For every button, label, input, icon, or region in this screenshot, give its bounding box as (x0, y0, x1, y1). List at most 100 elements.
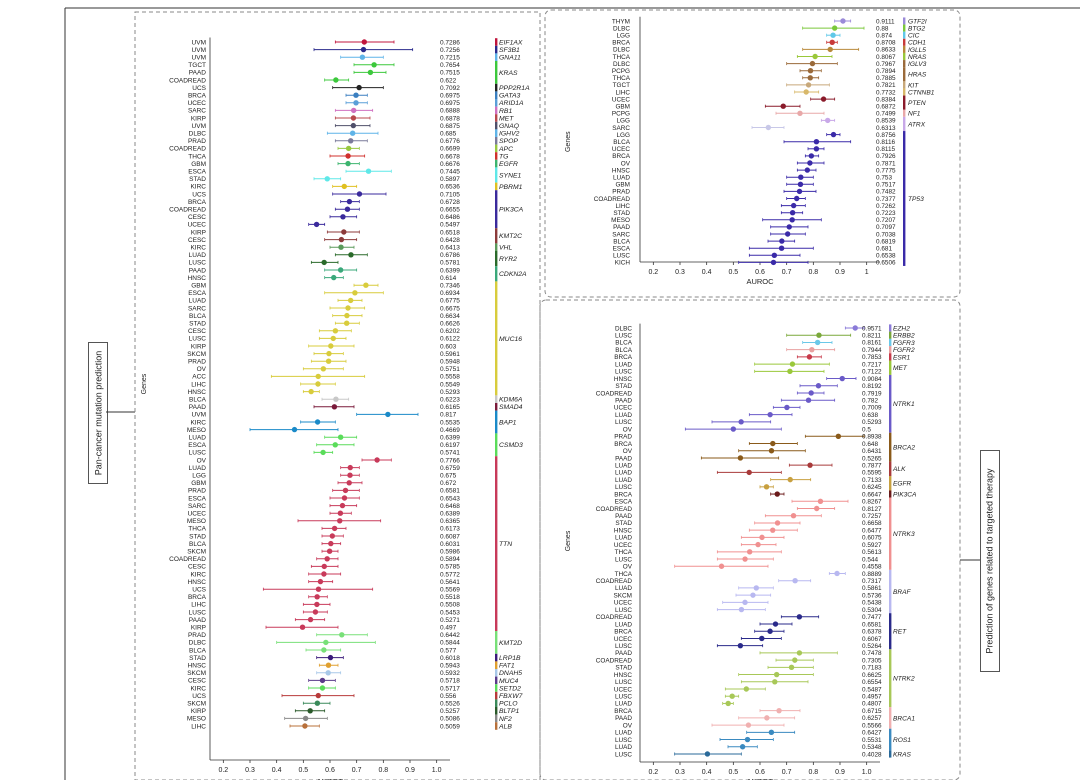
tp53-row-label: MESO (611, 217, 630, 224)
pan-cancer-row-label: SKCM (187, 701, 206, 708)
pan-cancer-row-label: KIRC (190, 419, 206, 426)
targeted-therapy-auroc-value: 0.5264 (862, 643, 882, 650)
pan-cancer-point (314, 594, 320, 600)
targeted-therapy-auroc-value: 0.8889 (862, 571, 882, 578)
targeted-therapy-row-label: HNSC (614, 527, 632, 534)
pan-cancer-row-label: ESCA (188, 495, 206, 502)
pan-cancer-gene-group-bar (495, 38, 498, 46)
pan-cancer-point (365, 168, 372, 174)
tp53-row-label: BRCA (612, 40, 630, 47)
targeted-therapy-point (770, 440, 776, 447)
pan-cancer-auroc-value: 0.5271 (440, 617, 460, 624)
tp53-x-tick-label: 0.8 (808, 269, 818, 276)
pan-cancer-point (345, 160, 351, 167)
targeted-therapy-auroc-value: 0.5265 (862, 455, 882, 462)
targeted-therapy-auroc-value: 0.8267 (862, 499, 882, 506)
targeted-therapy-x-tick-label: 0.4 (702, 769, 712, 776)
tp53-point (765, 124, 772, 131)
pan-cancer-row-label: LUSC (189, 450, 207, 457)
pan-cancer-gene-group-bar (495, 137, 498, 145)
pan-cancer-auroc-value: 0.6518 (440, 229, 460, 236)
targeted-therapy-point (743, 686, 750, 692)
pan-cancer-point (321, 571, 327, 577)
tp53-row-label: LGG (617, 132, 631, 139)
tp53-auroc-value: 0.7821 (876, 82, 896, 89)
pan-cancer-gene-group-label: SYNE1 (499, 172, 522, 179)
targeted-therapy-x-tick-label: 0.5 (728, 769, 738, 776)
targeted-therapy-auroc-value: 0.5293 (862, 419, 882, 426)
pan-cancer-gene-group-label: CSMD3 (499, 442, 523, 449)
pan-cancer-auroc-value: 0.6786 (440, 252, 460, 259)
pan-cancer-gene-group-bar (495, 114, 498, 122)
tp53-gene-group-label: CDH1 (908, 40, 926, 47)
pan-cancer-point (333, 396, 339, 402)
targeted-therapy-row-label: COADREAD (596, 506, 633, 513)
pan-cancer-auroc-value: 0.5569 (440, 587, 460, 594)
pan-cancer-point (347, 464, 353, 471)
tp53-auroc-value: 0.8384 (876, 96, 896, 103)
pan-cancer-gene-group-label: FBXW7 (499, 693, 523, 700)
pan-cancer-row-label: UVM (192, 55, 206, 62)
targeted-therapy-point (815, 383, 822, 389)
pan-cancer-auroc-value: 0.6018 (440, 655, 460, 662)
pan-cancer-gene-group-bar (495, 676, 498, 685)
targeted-therapy-row-label: LUSC (615, 419, 632, 426)
pan-cancer-gene-group-bar (495, 714, 498, 723)
pan-cancer-gene-group-bar (495, 403, 498, 411)
targeted-therapy-x-tick-label: 0.7 (782, 769, 792, 776)
targeted-therapy-gene-group-label: FGFR3 (893, 340, 915, 347)
targeted-therapy-row-label: SKCM (614, 592, 632, 599)
pan-cancer-point (321, 647, 327, 653)
tp53-point (789, 210, 796, 216)
pan-cancer-auroc-value: 0.6934 (440, 290, 460, 297)
pan-cancer-point (350, 122, 357, 129)
targeted-therapy-gene-group-bar (889, 346, 892, 354)
tp53-chart: 0.2 0.3 0.4 0.5 0.6 0.7 0.8 0.9 1 AUROC Genes THYM 0… (565, 16, 935, 286)
pan-cancer-row-label: KIRP (191, 343, 206, 350)
tp53-row-label: PCPG (612, 68, 630, 75)
targeted-therapy-gene-group-label: BRCA1 (893, 715, 915, 722)
pan-cancer-row-label: UCS (192, 693, 206, 700)
tp53-gene-group-bar (903, 38, 906, 46)
tp53-gene-group-bar (903, 88, 906, 96)
pan-cancer-point (338, 244, 344, 250)
pan-cancer-gene-group-bar (495, 395, 498, 403)
targeted-therapy-point (807, 462, 813, 468)
pan-cancer-gene-group-label: KMT2C (499, 233, 522, 240)
tp53-auroc-value: 0.7377 (876, 196, 896, 203)
pan-cancer-gene-group-label: ALB (498, 723, 512, 730)
tp53-y-axis-title: Genes (565, 131, 572, 152)
targeted-therapy-auroc-value: 0.6431 (862, 448, 882, 455)
tp53-auroc-value: 0.681 (876, 246, 892, 253)
pan-cancer-auroc-value: 0.5717 (440, 685, 460, 692)
pan-cancer-point (339, 632, 345, 638)
pan-cancer-gene-group-bar (495, 99, 498, 107)
tp53-x-tick-label: 0.9 (835, 269, 845, 276)
targeted-therapy-row-label: LUSC (615, 737, 632, 744)
pan-cancer-row-label: BRCA (188, 199, 207, 206)
pan-cancer-point (315, 586, 322, 592)
pan-cancer-gene-group-bar (495, 631, 498, 654)
tp53-auroc-value: 0.7926 (876, 153, 896, 160)
pan-cancer-gene-group-bar (495, 251, 498, 267)
pan-cancer-gene-group-bar (495, 661, 498, 669)
tp53-row-label: DLBC (613, 61, 630, 68)
targeted-therapy-gene-group-label: NTRK2 (893, 676, 915, 683)
pan-cancer-row-label: KIRC (190, 245, 206, 252)
pan-cancer-auroc-value: 0.614 (440, 275, 457, 282)
targeted-therapy-row-label: STAD (615, 383, 632, 390)
targeted-therapy-point (839, 375, 845, 382)
pan-cancer-point (299, 624, 306, 630)
pan-cancer-auroc-value: 0.5894 (440, 556, 460, 563)
tp53-auroc-value: 0.8539 (876, 118, 896, 125)
tp53-row-label: DLBC (613, 47, 630, 54)
pan-cancer-point (359, 54, 366, 60)
pan-cancer-auroc-value: 0.6626 (440, 321, 460, 328)
tp53-gene-group-bar (903, 109, 906, 117)
targeted-therapy-point (764, 715, 770, 721)
pan-cancer-point (332, 442, 338, 448)
tp53-gene-group-label: CIC (908, 33, 920, 40)
pan-cancer-point (331, 274, 337, 281)
pan-cancer-gene-group-label: VHL (499, 245, 512, 252)
